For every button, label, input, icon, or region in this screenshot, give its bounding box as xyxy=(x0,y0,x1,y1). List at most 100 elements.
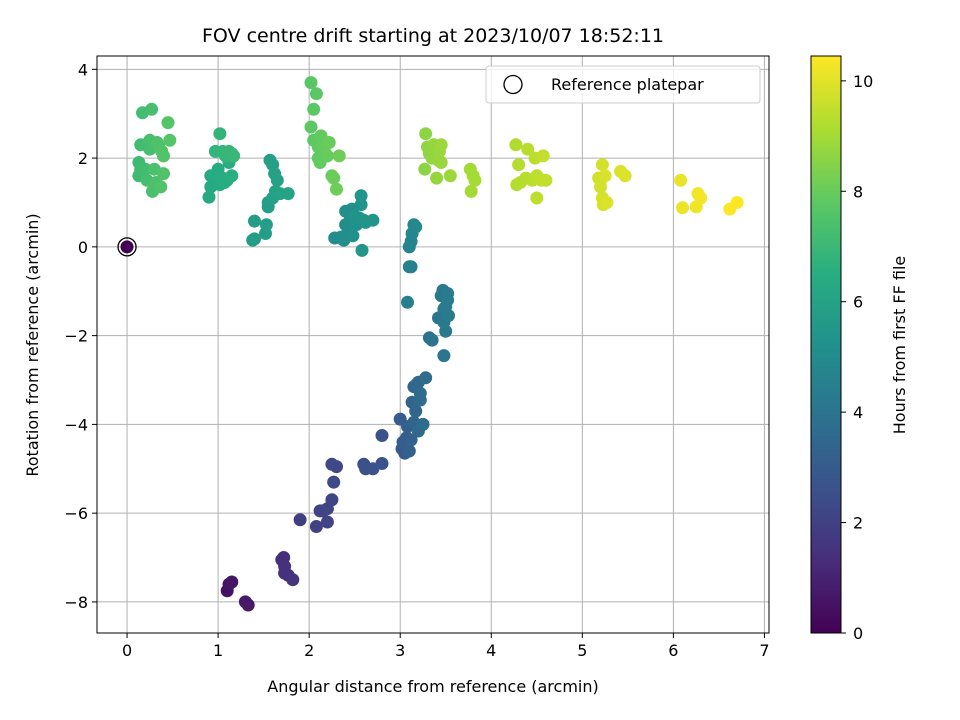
data-point xyxy=(327,475,341,489)
colorbar-gradient xyxy=(810,55,842,634)
x-tick-label: 5 xyxy=(577,641,587,660)
data-point xyxy=(154,180,168,194)
x-tick-label: 0 xyxy=(122,641,132,660)
data-point xyxy=(441,293,455,307)
data-point xyxy=(464,184,478,198)
data-point xyxy=(225,169,239,183)
data-point xyxy=(694,191,708,205)
data-point xyxy=(304,76,318,90)
x-tick-label: 1 xyxy=(213,641,223,660)
data-point xyxy=(409,220,423,234)
data-point xyxy=(409,404,423,418)
reference-marker-group xyxy=(117,237,137,257)
legend-box xyxy=(485,65,761,104)
data-point xyxy=(530,191,544,205)
data-point xyxy=(281,187,295,201)
data-point xyxy=(286,573,300,587)
colorbar-ticks: 0 2 4 6 8 10 xyxy=(841,72,873,643)
data-point xyxy=(145,102,159,116)
colorbar-tick-label: 4 xyxy=(853,403,863,422)
data-point xyxy=(320,515,334,529)
data-point xyxy=(595,158,609,172)
data-point xyxy=(404,433,418,447)
data-point xyxy=(354,198,368,212)
data-point xyxy=(157,167,170,181)
y-tick-label: −8 xyxy=(64,593,88,612)
data-point xyxy=(730,196,744,209)
data-point xyxy=(402,444,416,458)
data-point xyxy=(434,156,448,169)
x-tick-label: 6 xyxy=(668,641,678,660)
colorbar: 0 2 4 6 8 10 Hours from first FF file xyxy=(810,55,909,643)
data-point xyxy=(404,260,418,274)
legend-reference-symbol xyxy=(503,74,523,95)
data-point xyxy=(163,133,177,147)
data-point xyxy=(330,182,343,196)
x-tick-label: 7 xyxy=(759,641,769,660)
y-axis-label: Rotation from reference (arcmin) xyxy=(23,213,42,476)
data-point xyxy=(304,120,318,134)
data-point xyxy=(443,169,457,183)
data-point xyxy=(674,173,688,187)
data-points xyxy=(120,76,744,612)
data-point xyxy=(330,460,343,474)
y-tick-label: 4 xyxy=(78,60,88,79)
data-point xyxy=(442,309,455,323)
data-point xyxy=(332,149,346,163)
data-point xyxy=(346,229,360,243)
y-tick-label: −2 xyxy=(64,327,88,346)
chart-title: FOV centre drift starting at 2023/10/07 … xyxy=(202,25,664,47)
data-point xyxy=(202,190,216,204)
data-point xyxy=(536,149,550,163)
colorbar-tick-label: 10 xyxy=(853,72,873,91)
x-tick-label: 3 xyxy=(395,641,405,660)
data-point xyxy=(355,243,369,257)
data-point xyxy=(120,240,134,254)
data-point xyxy=(227,149,241,163)
colorbar-label: Hours from first FF file xyxy=(890,256,909,435)
colorbar-tick-label: 0 xyxy=(853,624,863,643)
data-point xyxy=(521,142,535,156)
data-point xyxy=(307,102,321,116)
data-point xyxy=(618,169,632,183)
legend-entry-reference: Reference platepar xyxy=(551,75,704,94)
y-axis-ticks: −8 −6 −4 −2 0 2 4 xyxy=(64,60,97,612)
data-point xyxy=(419,127,433,141)
colorbar-tick-label: 8 xyxy=(853,182,863,201)
data-point xyxy=(213,127,227,141)
data-point xyxy=(161,116,175,130)
x-tick-label: 4 xyxy=(486,641,496,660)
data-point xyxy=(509,138,523,152)
colorbar-tick-label: 6 xyxy=(853,293,863,312)
data-point xyxy=(375,429,389,442)
reference-platepar-marker xyxy=(117,237,137,257)
data-point xyxy=(241,598,255,612)
data-point xyxy=(434,138,448,152)
data-point xyxy=(416,417,430,431)
y-tick-label: −4 xyxy=(64,415,88,434)
data-point xyxy=(598,169,612,183)
data-point xyxy=(248,232,261,246)
data-point xyxy=(594,180,607,194)
data-point xyxy=(225,575,239,589)
data-point xyxy=(309,87,323,101)
x-tick-label: 2 xyxy=(304,641,314,660)
data-point xyxy=(248,214,261,228)
data-point xyxy=(157,149,170,163)
y-tick-label: 2 xyxy=(78,149,88,168)
legend: Reference platepar xyxy=(485,65,761,104)
data-point xyxy=(327,171,341,185)
data-point xyxy=(293,513,307,527)
data-point xyxy=(468,173,482,187)
data-point xyxy=(425,333,439,347)
data-point xyxy=(539,173,553,187)
data-point xyxy=(512,158,526,172)
data-point xyxy=(354,189,368,203)
data-point xyxy=(419,371,433,385)
y-tick-label: −6 xyxy=(64,504,88,523)
data-point xyxy=(259,218,273,232)
y-tick-label: 0 xyxy=(78,238,88,257)
colorbar-tick-label: 2 xyxy=(853,514,863,533)
data-point xyxy=(600,196,614,209)
